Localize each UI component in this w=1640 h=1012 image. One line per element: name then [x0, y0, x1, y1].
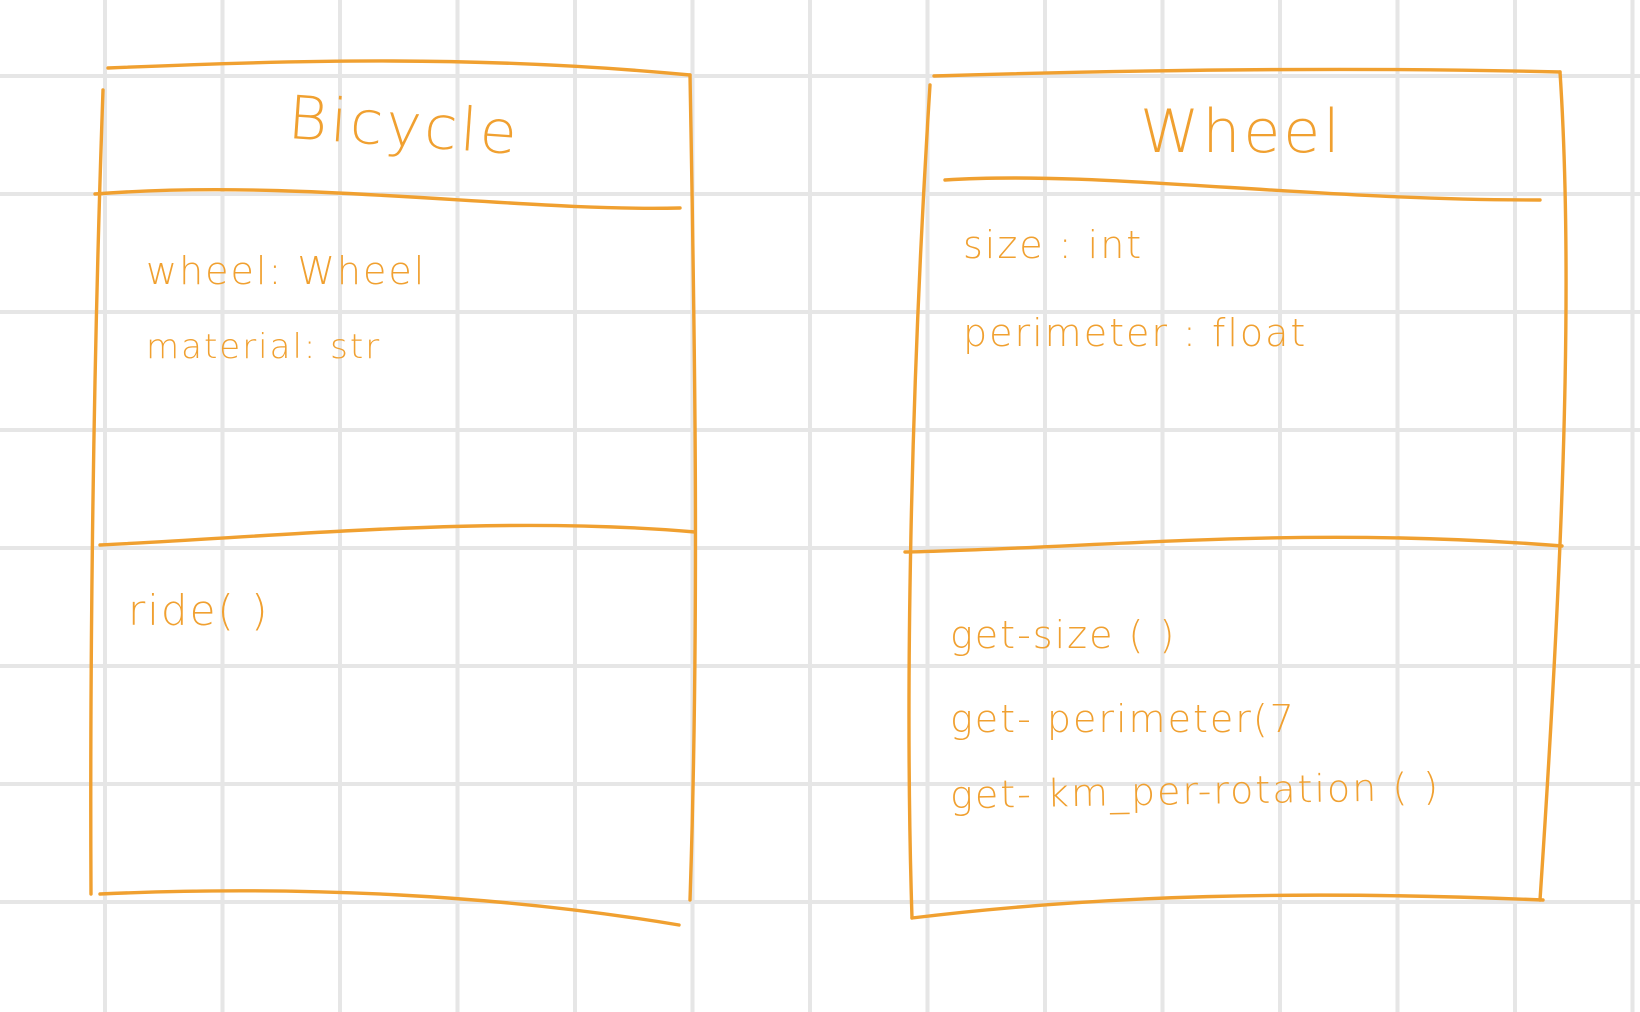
wheel-box-top-edge: [932, 67, 1562, 78]
bicycle-box-left-edge: [89, 88, 105, 896]
bicycle-class-name: Bicycle: [285, 82, 523, 170]
wheel-box-right-edge: [1538, 70, 1568, 902]
wheel-method-get-size: get-size ( ): [950, 613, 1177, 657]
wheel-name-divider: [943, 176, 1542, 202]
bicycle-attribute-material: material: str: [146, 327, 382, 367]
wheel-methods-divider: [903, 535, 1564, 554]
bicycle-box-top-edge: [106, 59, 692, 77]
wheel-method-get-km-per-rotation: get- km_per-rotation ( ): [949, 764, 1441, 818]
bicycle-attribute-wheel: wheel: Wheel: [146, 249, 427, 293]
bicycle-name-divider: [93, 187, 682, 211]
wheel-class-box: [903, 67, 1568, 920]
bicycle-methods-divider: [98, 523, 697, 547]
wheel-method-get-perimeter: get- perimeter(7: [950, 697, 1296, 741]
wheel-attribute-perimeter: perimeter : float: [963, 311, 1308, 355]
wheel-class-name: Wheel: [1140, 97, 1343, 167]
bicycle-method-ride: ride( ): [128, 586, 270, 635]
wheel-box-bottom-edge: [910, 893, 1545, 920]
wheel-box-left-edge: [907, 83, 932, 920]
bicycle-box-bottom-edge: [98, 889, 681, 927]
wheel-attribute-size: size : int: [963, 223, 1144, 267]
bicycle-box-right-edge: [688, 73, 698, 902]
bicycle-class-box: [89, 59, 698, 927]
